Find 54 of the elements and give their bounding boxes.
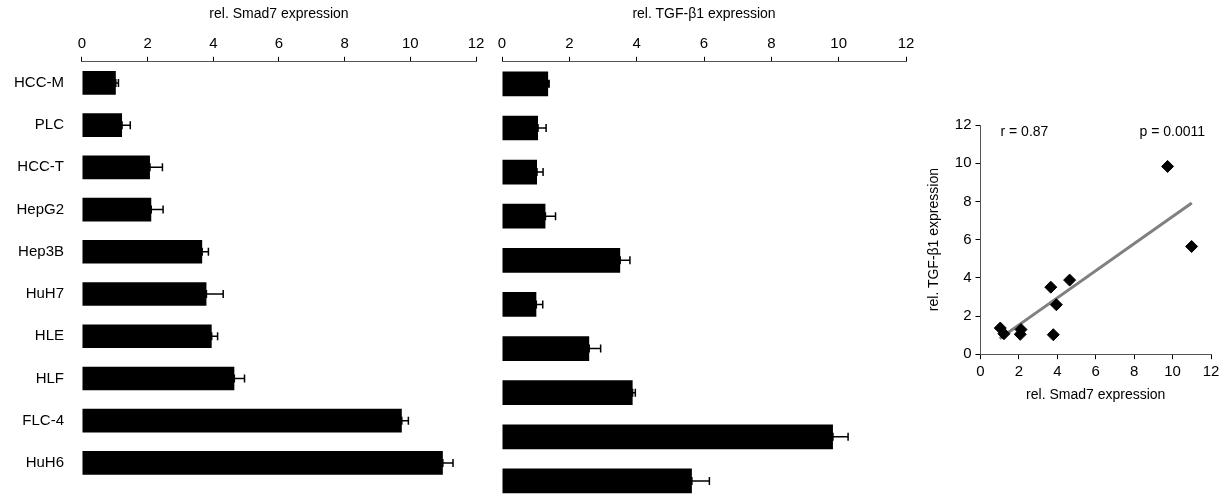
y-tick-label: 10 [954,153,972,171]
x-tick-label: 6 [274,33,284,51]
y-tick-label: 8 [963,191,972,209]
y-tick-label: HuH7 [25,284,64,302]
bar [502,71,549,97]
point [997,327,1011,341]
point [1044,280,1058,294]
x-tick-label: 0 [77,33,87,51]
y-tick-label: HLF [35,368,64,386]
x-tick-label: 0 [497,33,507,51]
x-axis-title: rel. Smad7 expression [1026,386,1166,403]
x-tick-label: 4 [209,33,218,51]
y-tick-label: HuH6 [25,453,64,471]
y-tick-label: HLE [34,326,64,344]
x-tick-label: 4 [632,33,641,51]
y-tick-label: 4 [963,267,972,285]
x-tick-label: 10 [1164,362,1181,380]
annotation: r = 0.87 [1000,122,1049,139]
x-tick-label: 8 [767,33,776,51]
y-tick-label: 0 [963,344,972,362]
y-tick-label: Hep3B [18,241,64,259]
y-tick-label: FLC-4 [22,410,64,428]
point [1161,159,1175,173]
y-tick-label: HCC-T [17,157,64,175]
x-tick-label: 8 [340,33,349,51]
y-tick-label: 2 [963,306,972,324]
y-tick-label: HCC-M [13,73,64,91]
point [1049,298,1063,312]
x-tick-label: 6 [699,33,709,51]
point [1063,273,1077,287]
x-tick-label: 4 [1053,362,1062,380]
x-tick-label: 2 [1014,362,1024,380]
x-tick-label: 12 [1202,362,1220,380]
y-tick-label: PLC [34,115,65,133]
x-tick-label: 6 [1091,362,1100,380]
x-tick-label: 10 [401,33,419,51]
y-tick-label: 12 [954,115,972,133]
annotation: p = 0.0011 [1139,122,1206,139]
x-tick-label: 0 [976,362,985,380]
x-tick-label: 10 [830,33,848,51]
x-tick-label: 2 [565,33,574,51]
x-tick-label: 12 [897,33,915,51]
bar [502,380,633,406]
bar [82,71,116,95]
x-tick-label: 2 [143,33,152,51]
y-tick-label: HepG2 [16,199,64,217]
x-axis-title: rel. Smad7 expression [209,5,349,22]
point [1046,328,1060,342]
x-tick-label: 8 [1129,362,1139,380]
point [1185,239,1199,253]
x-tick-label: 12 [467,33,485,51]
y-axis-title: rel. TGF-β1 expression [925,168,942,312]
y-tick-label: 6 [963,229,972,247]
x-axis-title: rel. TGF-β1 expression [632,5,776,22]
